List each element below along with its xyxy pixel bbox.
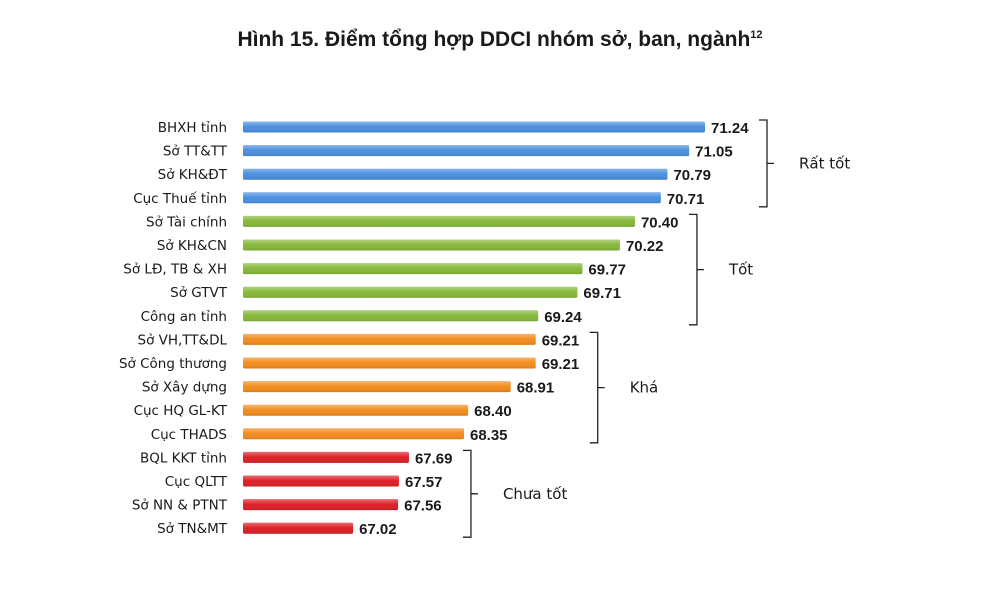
bar-shading — [243, 263, 583, 275]
bar-row: Sở TT&TT 71.05 — [163, 144, 733, 161]
value-label: 69.24 — [544, 309, 582, 326]
bar-row: Sở NN & PTNT 67.56 — [132, 498, 442, 515]
bar-row: Cục THADS 68.35 — [151, 427, 508, 444]
group-bracket: Chưa tốt — [462, 449, 568, 538]
value-label: 67.02 — [359, 521, 397, 538]
value-label: 69.21 — [542, 332, 580, 349]
bar-shading — [243, 192, 661, 204]
bar-shading — [243, 215, 635, 227]
value-label: 67.69 — [415, 450, 453, 467]
category-label: Cục THADS — [151, 427, 227, 443]
bar-shading — [243, 404, 469, 416]
group-label: Khá — [630, 379, 659, 397]
value-label: 68.35 — [470, 427, 508, 444]
bracket-line — [688, 213, 704, 326]
bar-shading — [243, 286, 578, 298]
category-label: BQL KKT tỉnh — [140, 450, 227, 466]
group-label: Tốt — [728, 261, 753, 279]
bar-shading — [243, 145, 690, 157]
value-label: 71.24 — [711, 120, 749, 137]
group-bracket: Khá — [589, 331, 659, 444]
category-label: Công an tỉnh — [141, 309, 227, 325]
value-label: 68.40 — [474, 403, 512, 420]
bar-row: Sở Xây dựng 68.91 — [142, 380, 554, 397]
bar-shading — [243, 522, 354, 534]
value-label: 70.79 — [673, 167, 711, 184]
category-label: Sở VH,TT&DL — [138, 332, 228, 348]
bar-shading — [243, 239, 620, 251]
bracket-line — [589, 331, 605, 444]
group-label: Chưa tốt — [503, 485, 568, 503]
value-label: 67.56 — [404, 498, 442, 515]
bracket-line — [759, 119, 774, 208]
bar-shading — [243, 357, 536, 369]
bar-shading — [243, 499, 399, 511]
category-label: Cục HQ GL-KT — [134, 403, 228, 419]
value-label: 69.77 — [588, 262, 626, 279]
value-label: 67.57 — [405, 474, 443, 491]
chart-title-text: Hình 15. Điểm tổng hợp DDCI nhóm sở, ban… — [237, 28, 751, 51]
group-brackets: Rất tốt Tốt Khá Chưa tốt — [462, 119, 850, 538]
bar-row: Cục Thuế tỉnh 70.71 — [133, 190, 704, 208]
category-label: Sở Tài chính — [146, 214, 227, 230]
category-label: Sở KH&CN — [157, 238, 227, 254]
category-label: Sở Xây dựng — [142, 380, 227, 396]
category-label: Sở GTVT — [170, 285, 228, 301]
category-label: Sở KH&ĐT — [158, 167, 228, 183]
chart-title-footnote: 12 — [750, 29, 763, 41]
category-label: Cục Thuế tỉnh — [133, 190, 227, 207]
value-label: 68.91 — [517, 380, 555, 397]
bar-shading — [243, 121, 705, 133]
bar-row: Sở Tài chính 70.40 — [146, 214, 678, 231]
group-bracket: Rất tốt — [759, 119, 850, 208]
bar-shading — [243, 381, 511, 393]
value-label: 69.21 — [542, 356, 580, 373]
bar-shading — [243, 451, 409, 463]
category-label: Cục QLTT — [165, 474, 228, 490]
category-label: Sở TN&MT — [157, 521, 228, 537]
bar-row: Cục QLTT 67.57 — [165, 474, 443, 491]
value-label: 70.40 — [641, 214, 679, 231]
category-label: Sở TT&TT — [163, 144, 228, 160]
value-label: 71.05 — [695, 144, 733, 161]
bar-row: Công an tỉnh 69.24 — [141, 309, 583, 326]
bar-row: Cục HQ GL-KT 68.40 — [134, 403, 512, 420]
group-bracket: Tốt — [688, 213, 753, 326]
value-label: 69.71 — [583, 285, 621, 302]
bar-row: Sở LĐ, TB & XH 69.77 — [123, 262, 626, 279]
bars-layer: BHXH tỉnh 71.24 Sở TT&TT 71.05 Sở KH&ĐT 70.79… — [119, 120, 749, 538]
bar-shading — [243, 310, 539, 322]
bar-row: Sở TN&MT 67.02 — [157, 521, 397, 538]
value-label: 70.22 — [626, 238, 664, 255]
bracket-line — [462, 449, 478, 538]
bar-row: Sở KH&ĐT 70.79 — [158, 167, 711, 184]
category-label: Sở Công thương — [119, 356, 227, 372]
bar-row: Sở VH,TT&DL 69.21 — [138, 332, 580, 349]
bar-shading — [243, 428, 464, 440]
bar-row: BQL KKT tỉnh 67.69 — [140, 450, 453, 467]
bar-shading — [243, 475, 399, 487]
bar-row: Sở GTVT 69.71 — [170, 285, 621, 302]
category-label: Sở NN & PTNT — [132, 498, 228, 514]
value-label: 70.71 — [667, 191, 705, 208]
group-label: Rất tốt — [799, 154, 850, 172]
category-label: Sở LĐ, TB & XH — [123, 262, 227, 278]
chart-title: Hình 15. Điểm tổng hợp DDCI nhóm sở, ban… — [0, 28, 1000, 52]
bar-row: Sở KH&CN 70.22 — [157, 238, 664, 255]
bar-shading — [243, 168, 668, 180]
bar-shading — [243, 333, 536, 345]
bar-row: BHXH tỉnh 71.24 — [158, 120, 749, 137]
category-label: BHXH tỉnh — [158, 120, 227, 136]
bar-row: Sở Công thương 69.21 — [119, 356, 579, 373]
